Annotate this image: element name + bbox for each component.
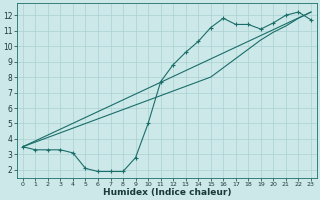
X-axis label: Humidex (Indice chaleur): Humidex (Indice chaleur) [103,188,231,197]
